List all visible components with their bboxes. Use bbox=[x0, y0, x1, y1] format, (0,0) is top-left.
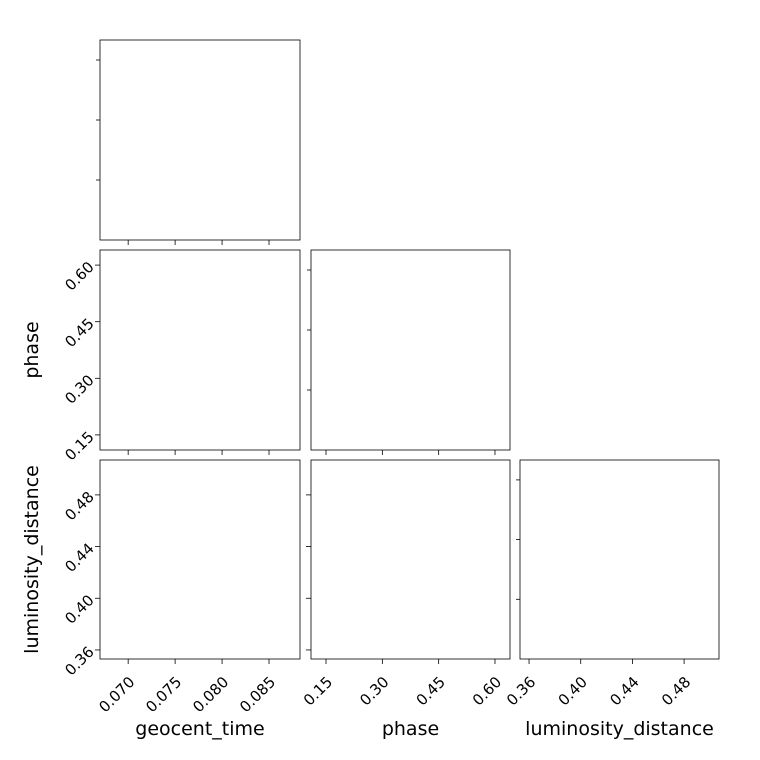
y-axis-label-luminosity_distance: luminosity_distance bbox=[21, 465, 43, 654]
y-axis-label-phase: phase bbox=[21, 321, 43, 378]
frame-phase-vs-geocent_time bbox=[99, 249, 301, 451]
x-axis-label-geocent_time: geocent_time bbox=[135, 718, 264, 740]
frame-luminosity_distance-vs-geocent_time bbox=[99, 459, 301, 660]
sample-point bbox=[306, 523, 308, 525]
x-tick-label: 0.48 bbox=[658, 673, 694, 709]
sample-point bbox=[306, 530, 308, 532]
x-tick-label: 0.45 bbox=[413, 673, 449, 709]
sample-point bbox=[183, 452, 185, 454]
x-tick-label: 0.15 bbox=[300, 673, 336, 709]
y-tick-label: 0.15 bbox=[61, 428, 97, 464]
y-tick-label: 0.44 bbox=[61, 540, 97, 576]
sample-point bbox=[306, 524, 308, 526]
x-tick-label: 0.30 bbox=[356, 673, 392, 709]
frame-luminosity_distance-vs-phase bbox=[310, 459, 511, 660]
sample-point bbox=[185, 454, 187, 456]
y-tick-label: 0.40 bbox=[61, 591, 97, 627]
hist-frame-geocent_time bbox=[99, 39, 301, 241]
x-axis-label-phase: phase bbox=[382, 718, 439, 740]
x-tick-label: 0.075 bbox=[142, 673, 185, 716]
x-tick-label: 0.085 bbox=[236, 673, 279, 716]
panels-layer bbox=[96, 39, 720, 660]
x-tick-label: 0.40 bbox=[555, 673, 591, 709]
y-tick-label: 0.36 bbox=[61, 643, 97, 679]
sample-point bbox=[305, 551, 307, 553]
x-tick-label: 0.36 bbox=[503, 673, 539, 709]
sample-point bbox=[204, 451, 206, 453]
y-tick-label: 0.60 bbox=[61, 258, 97, 294]
x-tick-label: 0.070 bbox=[95, 673, 138, 716]
sample-point bbox=[227, 451, 229, 453]
x-tick-label: 0.44 bbox=[606, 673, 642, 709]
x-tick-label: 0.080 bbox=[189, 673, 232, 716]
y-tick-label: 0.48 bbox=[61, 488, 97, 524]
x-axis-label-luminosity_distance: luminosity_distance bbox=[525, 718, 714, 740]
hist-frame-phase bbox=[310, 249, 511, 451]
hist-frame-luminosity_distance bbox=[519, 459, 720, 660]
x-tick-label: 0.60 bbox=[469, 673, 505, 709]
y-tick-label: 0.30 bbox=[61, 371, 97, 407]
y-tick-label: 0.45 bbox=[61, 315, 97, 351]
